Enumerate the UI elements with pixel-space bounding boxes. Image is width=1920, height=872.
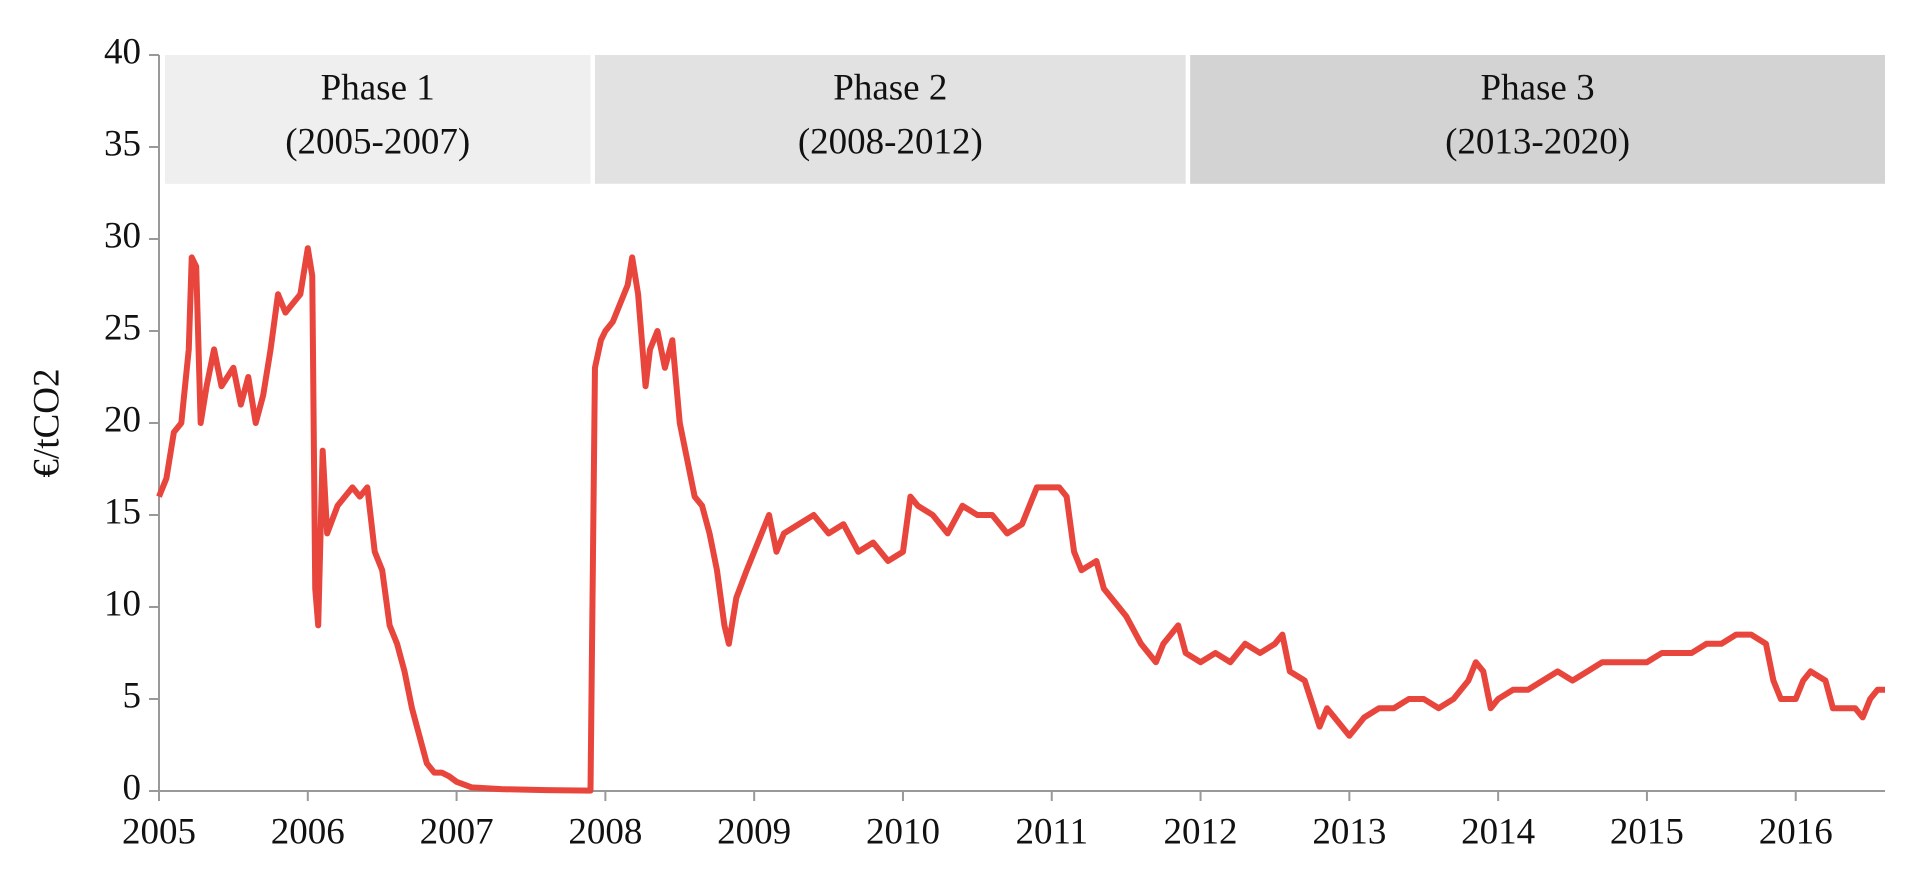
y-axis-label: €/tCO2 xyxy=(26,369,67,478)
phase-label: Phase 3 xyxy=(1481,68,1595,109)
phase-band xyxy=(1190,55,1885,184)
x-tick-label: 2009 xyxy=(717,811,791,852)
y-tick-label: 0 xyxy=(123,767,142,808)
y-tick-label: 15 xyxy=(104,491,141,532)
y-tick-label: 10 xyxy=(104,583,141,624)
price-line xyxy=(156,245,1885,794)
y-tick-label: 40 xyxy=(104,31,141,72)
phase-band xyxy=(164,55,591,184)
y-tick-label: 35 xyxy=(104,123,141,164)
x-tick-label: 2011 xyxy=(1015,811,1088,852)
x-tick-label: 2008 xyxy=(568,811,642,852)
x-tick-label: 2012 xyxy=(1164,811,1238,852)
x-tick-label: 2006 xyxy=(271,811,345,852)
y-tick-label: 20 xyxy=(104,399,141,440)
phase-label: Phase 1 xyxy=(321,68,435,109)
y-tick-label: 5 xyxy=(123,675,142,716)
phase-band xyxy=(594,55,1186,184)
x-tick-label: 2015 xyxy=(1610,811,1684,852)
phase-period: (2005-2007) xyxy=(285,122,470,163)
phase-period: (2013-2020) xyxy=(1445,122,1630,163)
x-tick-label: 2007 xyxy=(420,811,494,852)
x-tick-label: 2005 xyxy=(122,811,196,852)
phase-label: Phase 2 xyxy=(833,68,947,109)
y-tick-label: 25 xyxy=(104,307,141,348)
x-tick-label: 2014 xyxy=(1461,811,1535,852)
x-tick-label: 2010 xyxy=(866,811,940,852)
x-tick-label: 2016 xyxy=(1759,811,1833,852)
y-tick-label: 30 xyxy=(104,215,141,256)
x-tick-label: 2013 xyxy=(1312,811,1386,852)
phase-period: (2008-2012) xyxy=(798,122,983,163)
